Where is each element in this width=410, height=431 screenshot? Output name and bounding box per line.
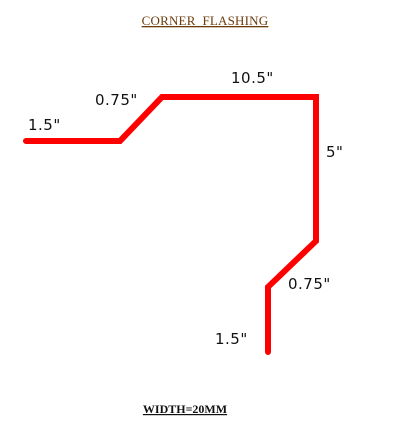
segment-label-1: 1.5" <box>28 116 61 134</box>
segment-label-3: 10.5" <box>231 69 274 87</box>
diagram-title: CORNER FLASHING <box>142 13 269 28</box>
segment-label-6: 1.5" <box>215 330 248 348</box>
segment-label-2: 0.75" <box>95 91 138 109</box>
width-note: WIDTH=20MM <box>143 402 227 416</box>
flashing-profile-line <box>23 94 319 355</box>
segment-label-5: 0.75" <box>288 275 331 293</box>
segment-label-4: 5" <box>326 143 343 161</box>
